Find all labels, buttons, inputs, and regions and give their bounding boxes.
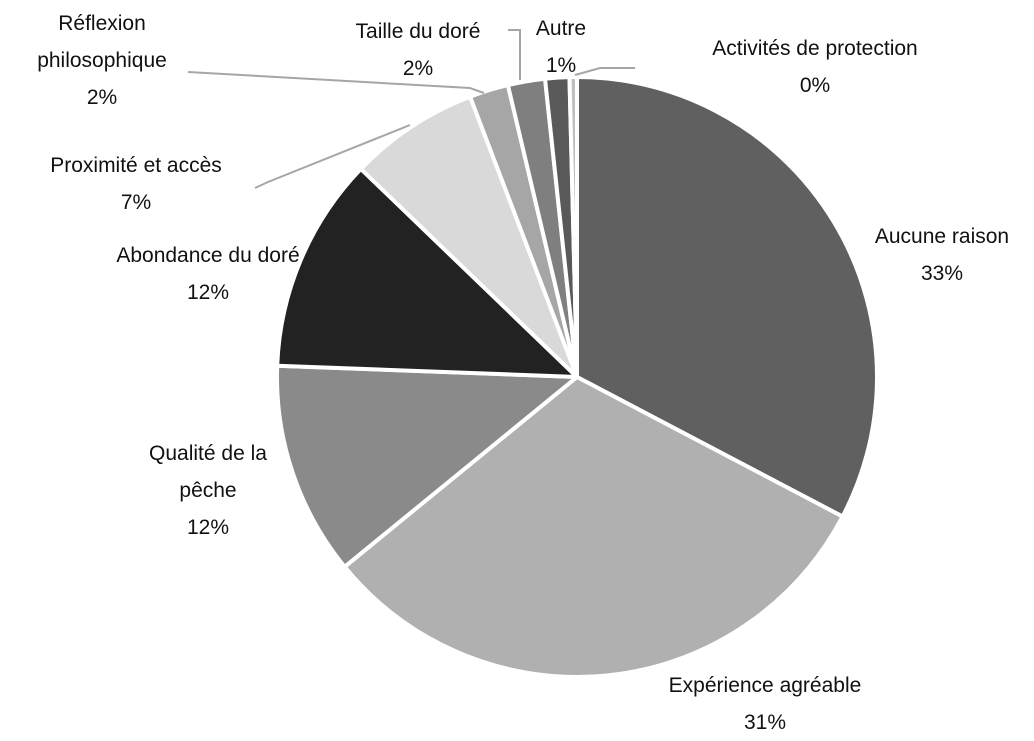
slice-label: Aucune raison 33% [842,218,1034,292]
pie-slice [275,166,579,379]
value-label: 7% [120,191,152,214]
value-label: 2% [86,86,118,109]
value-label: 12% [186,281,230,304]
pie-slice [358,94,579,379]
pie-slice [275,363,579,569]
value-label: 31% [743,711,787,734]
pie-slice [567,75,579,379]
value-label: 0% [799,74,831,97]
category-name: Réflexion philosophique [37,12,167,72]
category-name: Expérience agréable [668,674,862,697]
category-name: Proximité et accès [50,154,222,177]
slice-label: Proximité et accès 7% [11,147,261,221]
slice-label: Taille du doré 2% [328,13,508,87]
category-name: Autre [535,17,587,40]
value-label: 1% [545,54,577,77]
category-name: Activités de protection [712,37,918,60]
pie-slice [342,375,845,679]
slice-label: Activités de protection 0% [665,30,965,104]
pie-slice [575,75,879,519]
slice-label: Abondance du doré 12% [116,237,301,311]
category-name: Aucune raison [874,225,1010,248]
category-name: Abondance du doré [116,244,300,267]
leader-line [508,29,521,80]
leader-line [187,71,485,94]
category-name: Taille du doré [355,20,481,43]
slice-label: Autre 1% [521,10,601,84]
leader-line [574,67,635,76]
slice-label: Expérience agréable 31% [635,667,895,741]
category-name: Qualité de la pêche [149,442,267,502]
slice-label: Réflexion philosophique 2% [12,5,192,116]
value-label: 2% [402,57,434,80]
slice-label: Qualité de la pêche 12% [128,435,288,546]
value-label: 33% [920,262,964,285]
value-label: 12% [186,516,230,539]
leader-line [254,124,411,189]
